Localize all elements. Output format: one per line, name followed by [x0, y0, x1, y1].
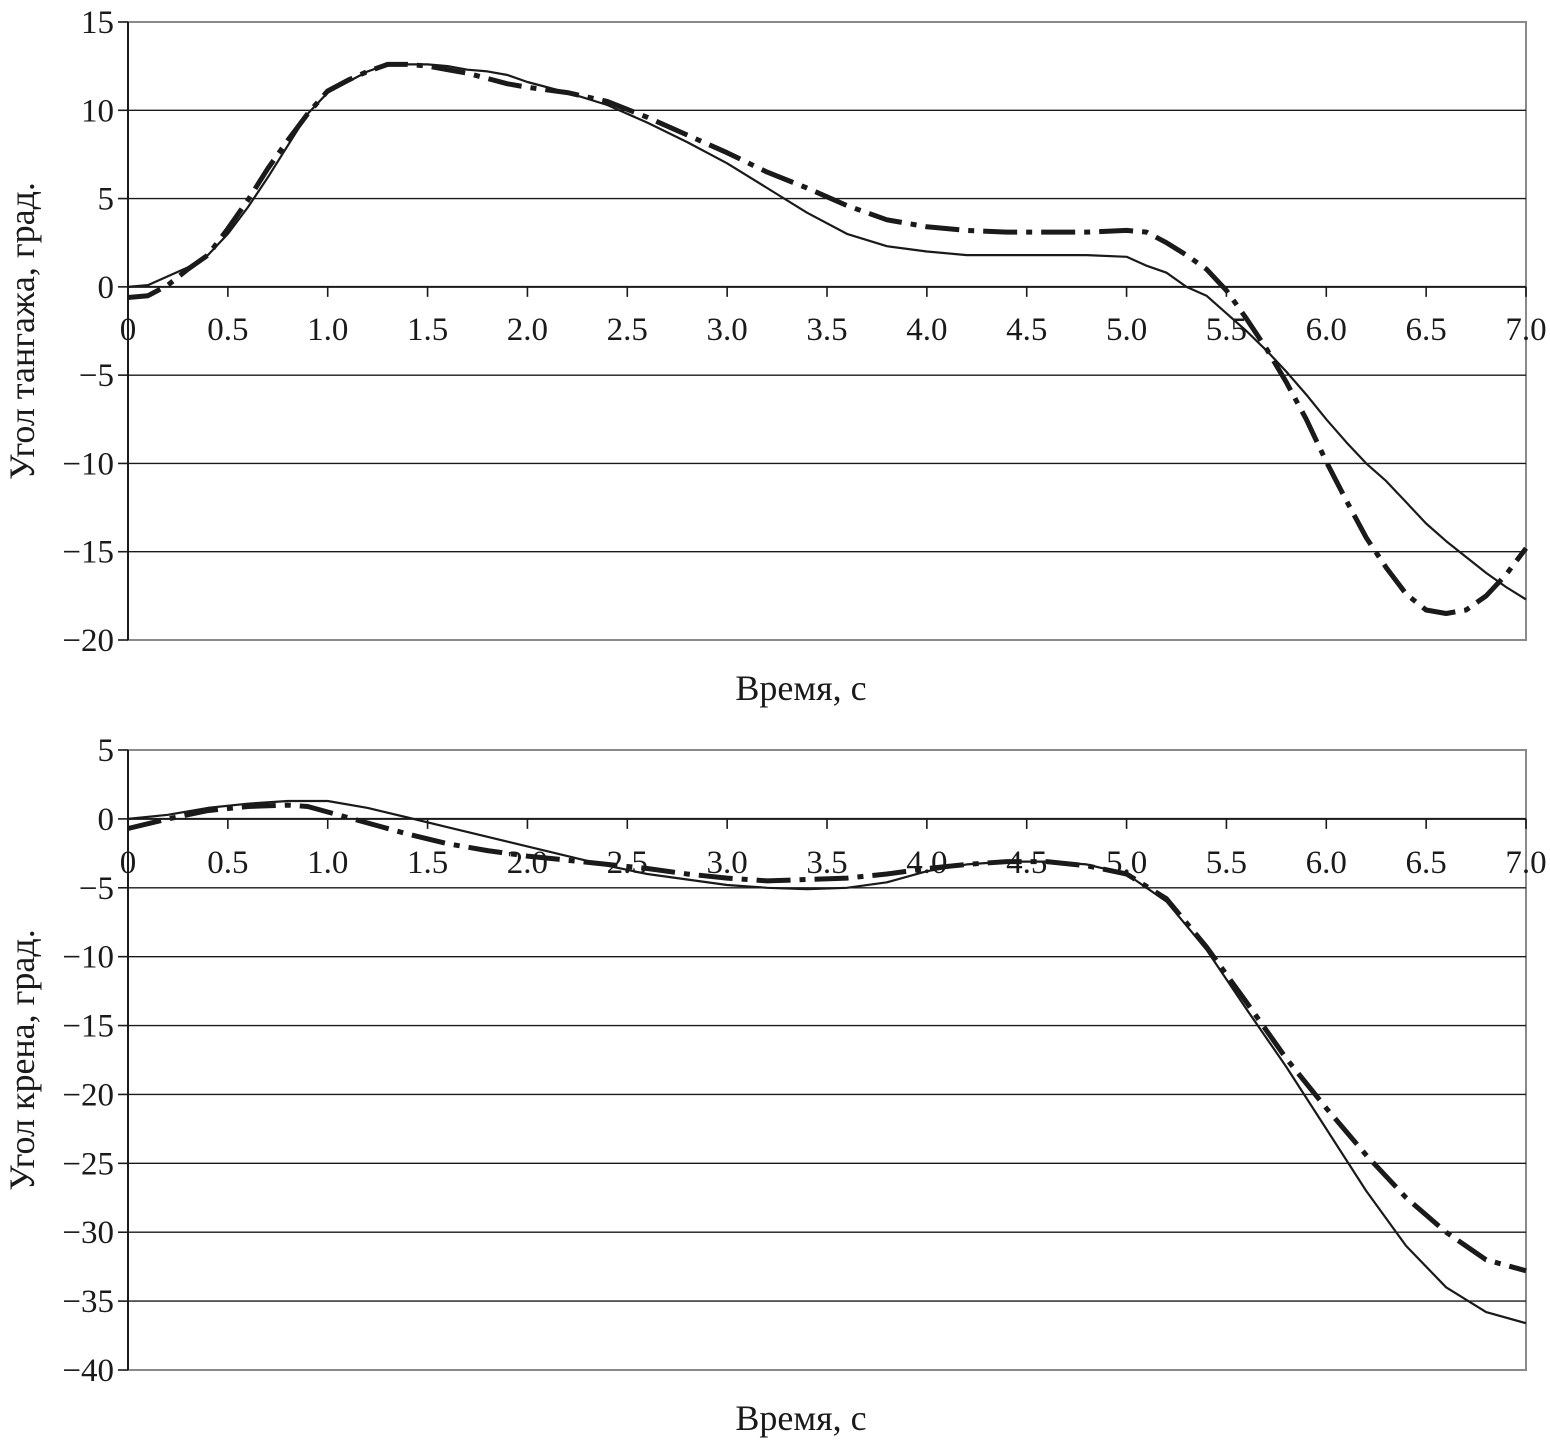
- chart2-y-tick-label: −35: [62, 1284, 114, 1320]
- chart2-x-tick-label: 6.0: [1306, 845, 1347, 881]
- chart2-y-tick-label: −15: [62, 1009, 114, 1045]
- chart2-y-tick-label: −40: [62, 1353, 114, 1389]
- chart1-x-tick-label: 5.0: [1106, 312, 1147, 348]
- chart2-y-tick-label: 0: [98, 802, 115, 838]
- chart1-x-tick-label: 0.5: [207, 312, 248, 348]
- chart1-y-axis-title: Угол тангажа, град.: [2, 182, 42, 480]
- chart1-x-tick-label: 5.5: [1206, 312, 1247, 348]
- chart1-x-tick-label: 0: [120, 312, 137, 348]
- chart2-x-tick-label: 5.5: [1206, 845, 1247, 881]
- chart2-x-tick-label: 2.0: [507, 845, 548, 881]
- chart2-x-axis-title: Время, с: [735, 1398, 866, 1438]
- chart2-y-tick-label: −25: [62, 1146, 114, 1182]
- chart1-x-tick-label: 7.0: [1505, 312, 1546, 348]
- chart2-y-tick-label: −30: [62, 1215, 114, 1251]
- chart2-y-tick-label: −5: [79, 871, 114, 907]
- chart1-series-1-solid-line: [127, 63, 1527, 601]
- chart1-x-tick-label: 3.0: [707, 312, 748, 348]
- chart2-x-tick-label: 6.5: [1406, 845, 1447, 881]
- chart1-x-tick-label: 2.0: [507, 312, 548, 348]
- chart1-y-tick-label: −15: [62, 535, 114, 571]
- chart2-x-tick-label: 7.0: [1505, 845, 1546, 881]
- chart1-x-tick-label: 1.5: [407, 312, 448, 348]
- chart2-y-axis-title: Угол крена, град.: [2, 929, 42, 1190]
- chart1-x-tick-label: 4.5: [1006, 312, 1047, 348]
- chart1-series-2-dash-dot-line: [127, 61, 1528, 616]
- chart2-x-tick-label: 0.5: [207, 845, 248, 881]
- chart2-x-tick-label: 3.5: [806, 845, 847, 881]
- chart2-y-tick-label: 5: [98, 733, 115, 769]
- chart2-y-tick-label: −10: [62, 940, 114, 976]
- chart1-x-tick-label: 6.5: [1406, 312, 1447, 348]
- chart1-y-tick-label: −10: [62, 446, 114, 482]
- chart1-x-tick-label: 1.0: [307, 312, 348, 348]
- chart1-y-tick-label: 10: [81, 93, 114, 129]
- chart1-y-tick-label: −5: [79, 358, 114, 394]
- chart1-x-tick-label: 3.5: [806, 312, 847, 348]
- chart2-plot-frame: [127, 749, 1527, 1371]
- chart1-x-tick-label: 4.0: [906, 312, 947, 348]
- chart1-x-axis-title: Время, с: [735, 668, 866, 708]
- chart1-x-tick-label: 6.0: [1306, 312, 1347, 348]
- chart1-y-tick-label: 0: [98, 270, 115, 306]
- chart1-x-tick-label: 2.5: [607, 312, 648, 348]
- chart2-x-tick-label: 1.5: [407, 845, 448, 881]
- chart2-series-2-dash-dot-line: [127, 802, 1527, 1274]
- chart1-y-tick-label: −20: [62, 623, 114, 659]
- chart1-y-tick-label: 5: [98, 182, 115, 218]
- chart1-y-tick-label: 15: [81, 5, 114, 41]
- chart2-y-tick-label: −20: [62, 1077, 114, 1113]
- chart2-x-tick-label: 1.0: [307, 845, 348, 881]
- chart2-series-1-solid-line: [127, 799, 1527, 1325]
- chart2-x-tick-label: 0: [120, 845, 137, 881]
